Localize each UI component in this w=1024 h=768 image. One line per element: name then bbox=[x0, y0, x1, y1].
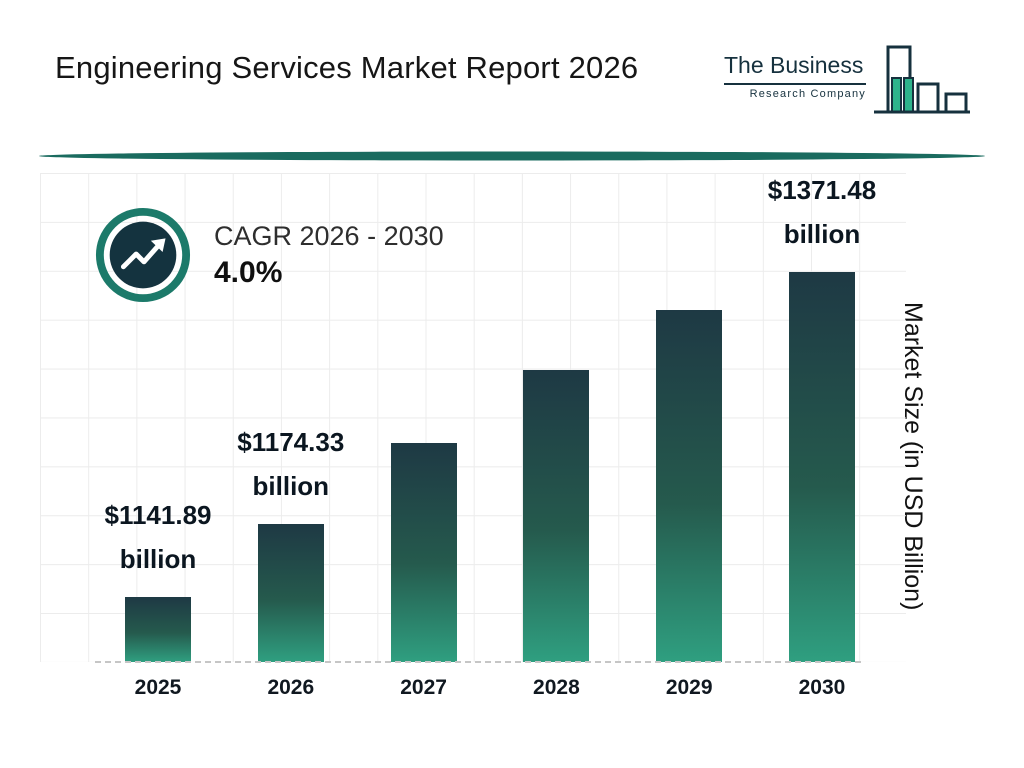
bar-value-amount: $1174.33 bbox=[237, 427, 345, 457]
page-title: Engineering Services Market Report 2026 bbox=[55, 50, 639, 85]
bar-value-unit: billion bbox=[119, 544, 197, 574]
x-axis-label: 2026 bbox=[267, 676, 315, 699]
bar-group bbox=[656, 173, 723, 662]
bar bbox=[788, 272, 855, 662]
bar bbox=[390, 443, 457, 662]
cagr-value: 4.0% bbox=[214, 255, 283, 289]
bar bbox=[257, 524, 324, 662]
bar-value-amount: $1141.89 bbox=[104, 500, 212, 530]
bar-group: $1174.33 billion bbox=[237, 173, 344, 662]
bar-chart-logo-icon bbox=[874, 45, 970, 114]
bar-group bbox=[390, 173, 457, 662]
cagr-text: CAGR 2026 - 2030 4.0% bbox=[214, 221, 444, 290]
cagr-label: CAGR 2026 - 2030 bbox=[214, 220, 444, 251]
axis-baseline bbox=[95, 661, 861, 663]
bars-container: $1141.89 billion $1174.33 billion bbox=[104, 173, 876, 662]
bar-group bbox=[523, 173, 590, 662]
x-axis-label: 2025 bbox=[134, 676, 182, 699]
x-axis-label: 2029 bbox=[665, 676, 713, 699]
x-axis-label: 2028 bbox=[533, 676, 580, 699]
bar-value-label: $1174.33 billion bbox=[171, 420, 411, 508]
logo-text-secondary: Research Company bbox=[749, 88, 866, 100]
trend-up-arrow-icon bbox=[95, 207, 191, 303]
bar-group: $1371.48 billion bbox=[768, 173, 876, 662]
bar-group: $1141.89 billion bbox=[104, 173, 212, 662]
cagr-badge: CAGR 2026 - 2030 4.0% bbox=[94, 206, 444, 304]
bar-value-label: $1141.89 billion bbox=[38, 493, 278, 581]
bar-value-unit: billion bbox=[252, 471, 330, 501]
bar-value-label: $1371.48 billion bbox=[702, 168, 942, 256]
x-axis-labels: 2025 2026 2027 2028 2029 2030 bbox=[125, 676, 855, 700]
company-logo-text: The Business Research Company bbox=[724, 44, 866, 100]
bar bbox=[125, 597, 191, 662]
header-divider bbox=[39, 151, 985, 161]
x-axis-label: 2030 bbox=[798, 676, 846, 699]
bar bbox=[523, 370, 590, 662]
company-logo: The Business Research Company bbox=[724, 44, 974, 128]
bar-value-unit: billion bbox=[783, 219, 861, 249]
bar-value-amount: $1371.48 bbox=[767, 175, 877, 205]
logo-text-primary: The Business bbox=[724, 52, 864, 78]
x-axis-label: 2027 bbox=[400, 676, 447, 699]
bar bbox=[656, 310, 723, 662]
logo-divider-line bbox=[724, 83, 866, 85]
